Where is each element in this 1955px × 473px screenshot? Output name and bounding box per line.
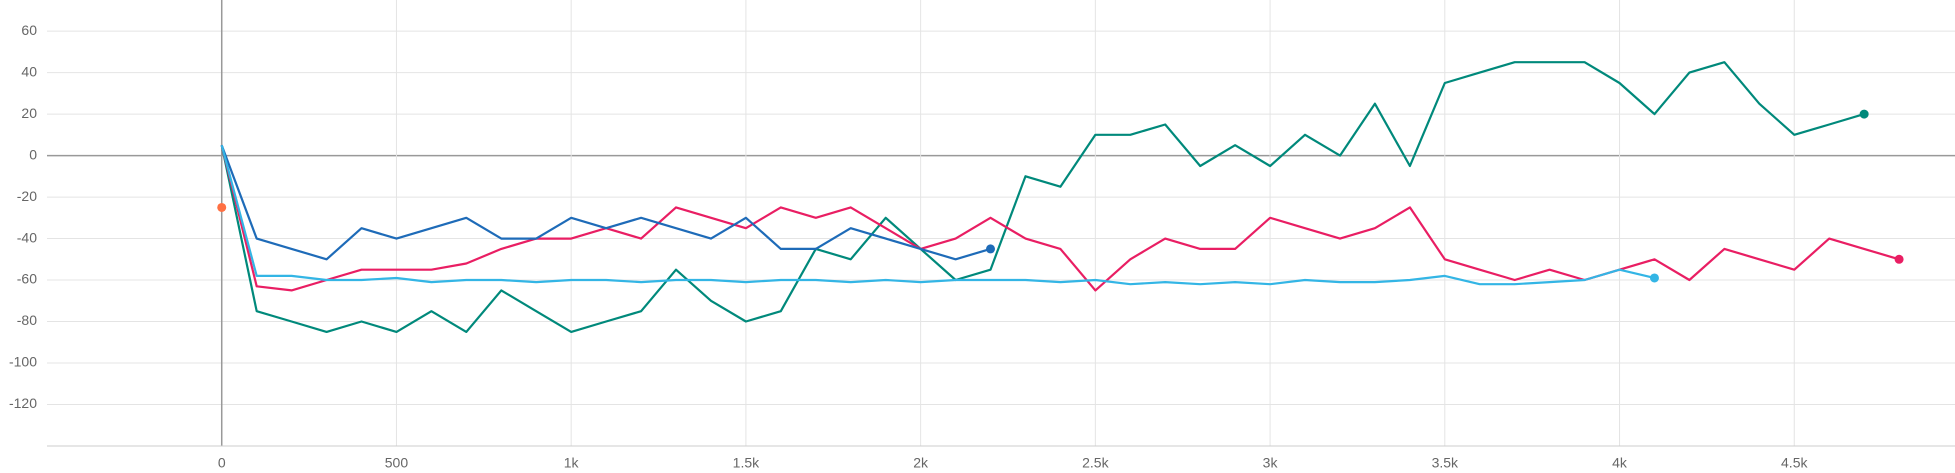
x-tick-label: 2k: [913, 455, 929, 471]
y-tick-label: -20: [17, 188, 37, 204]
y-tick-label: 60: [21, 22, 37, 38]
series-line: [220, 144, 1900, 292]
x-tick-label: 3.5k: [1432, 455, 1459, 471]
series-line: [220, 144, 1655, 286]
series-line: [220, 61, 1865, 333]
y-tick-label: -100: [9, 354, 37, 370]
y-tick-label: -60: [17, 271, 37, 287]
x-tick-label: 4k: [1612, 455, 1628, 471]
x-tick-label: 0: [218, 455, 226, 471]
end-point: [1649, 273, 1659, 283]
y-tick-label: -80: [17, 312, 37, 328]
y-tick-label: 20: [21, 105, 37, 121]
y-tick-label: -40: [17, 229, 37, 245]
x-tick-label: 1.5k: [733, 455, 760, 471]
x-tick-label: 2.5k: [1082, 455, 1109, 471]
y-tick-label: 0: [29, 146, 37, 162]
end-point: [1859, 109, 1869, 119]
x-tick-label: 1k: [564, 455, 580, 471]
end-point: [1894, 254, 1904, 264]
y-tick-label: -120: [9, 395, 37, 411]
x-tick-label: 500: [385, 455, 409, 471]
x-tick-label: 4.5k: [1781, 455, 1808, 471]
x-tick-label: 3k: [1263, 455, 1279, 471]
y-tick-label: 40: [21, 63, 37, 79]
series-line: [220, 144, 991, 261]
end-point: [986, 244, 996, 254]
end-point: [217, 202, 227, 212]
